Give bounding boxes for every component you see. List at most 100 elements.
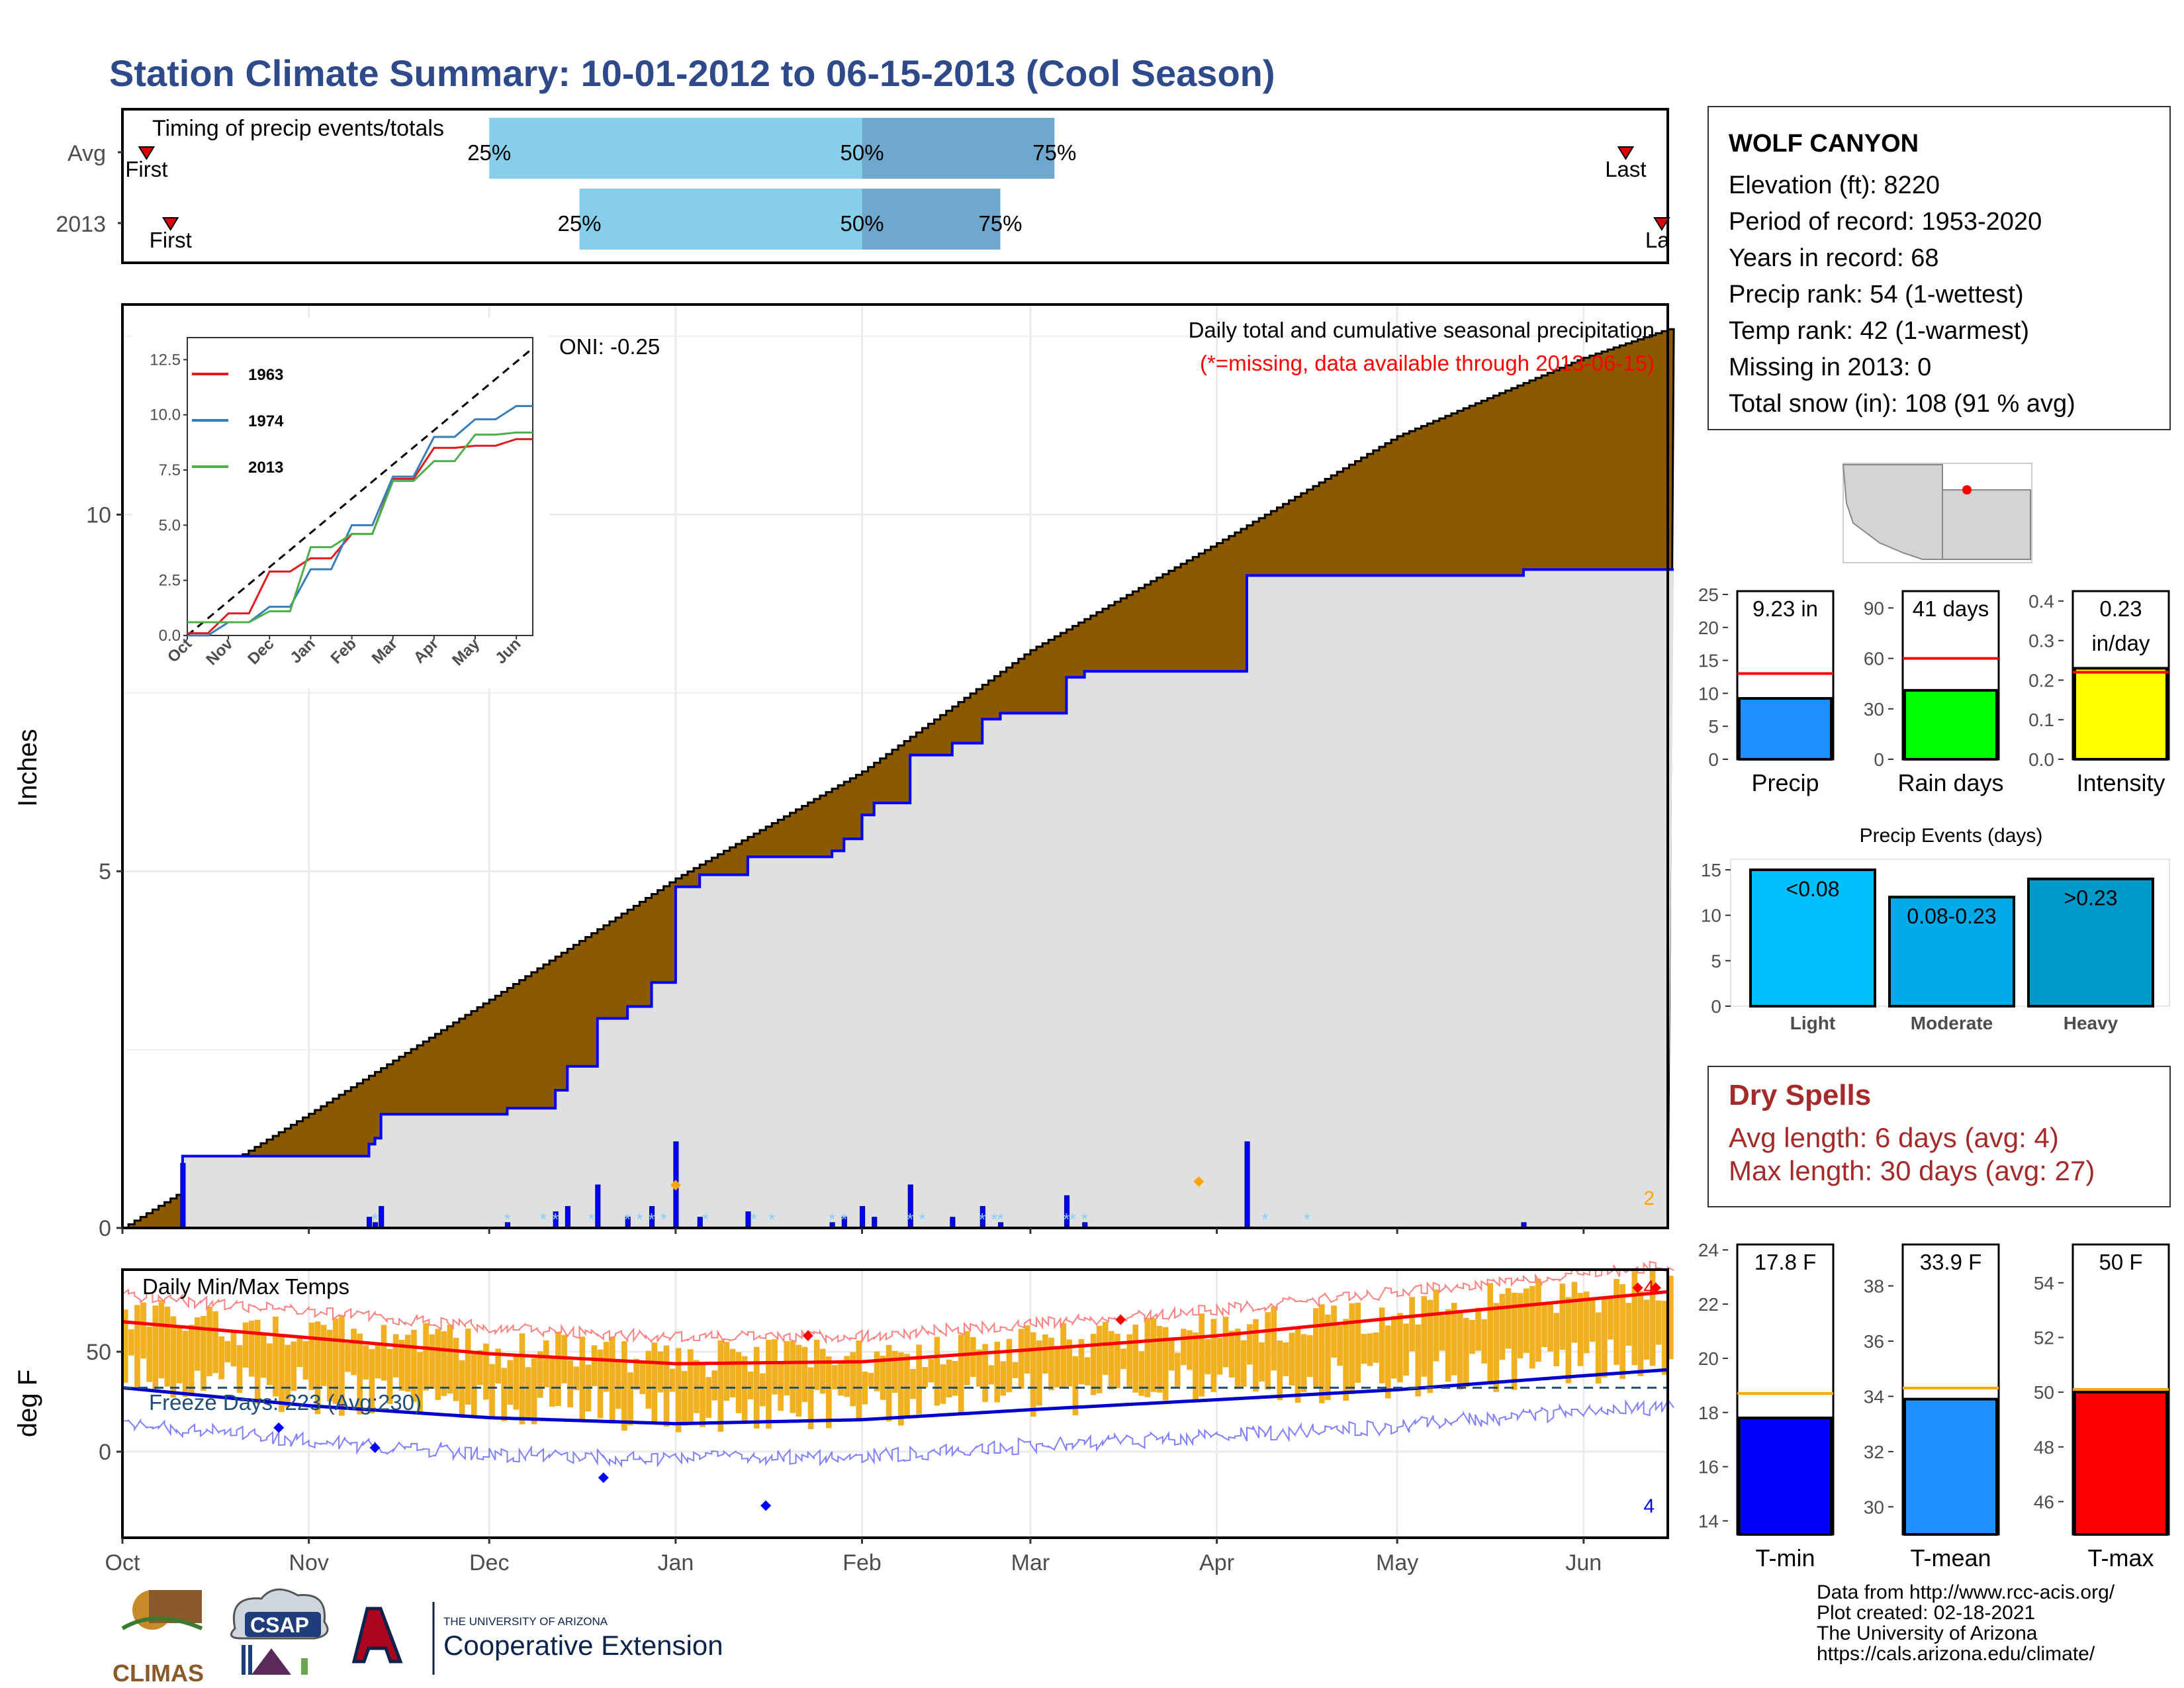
month-label: Dec xyxy=(469,1550,509,1575)
snow-marker: * xyxy=(907,1209,913,1229)
daily-temp-bar xyxy=(1614,1279,1619,1365)
month-label: Oct xyxy=(105,1550,140,1575)
daily-temp-bar xyxy=(717,1340,724,1432)
daily-temp-bar xyxy=(392,1334,399,1378)
first-event-marker xyxy=(138,146,156,160)
daily-temp-bar xyxy=(1373,1332,1379,1363)
daily-temp-bar xyxy=(1312,1308,1319,1389)
inset-ytick-label: 12.5 xyxy=(150,351,181,369)
temp-bar-value-label: 17.8 F xyxy=(1754,1250,1817,1274)
snow-marker: * xyxy=(1081,1209,1088,1229)
daily-temp-bar xyxy=(248,1321,255,1377)
temp-panel: 0 50 Daily Min/Max Temps Freeze Days: 223… xyxy=(13,1260,1674,1544)
daily-temp-bar xyxy=(1306,1335,1313,1378)
precip-corner-count: 2 xyxy=(1643,1188,1655,1209)
station-line-snow: Total snow (in): 108 (91 % avg) xyxy=(1729,390,2075,418)
csap-logo-text: CSAP xyxy=(250,1613,309,1637)
mini-bar-ytick-label: 0.1 xyxy=(2028,710,2054,730)
event-category-label: Heavy xyxy=(2064,1013,2118,1033)
record-low-marker xyxy=(598,1472,609,1483)
precip-ytick-label: 0 xyxy=(99,1216,111,1241)
timing-bar-25-50 xyxy=(579,189,862,250)
last-event-marker xyxy=(1617,146,1635,160)
daily-temp-bar xyxy=(1325,1314,1331,1401)
daily-temp-bar xyxy=(1625,1303,1632,1346)
timing-bar-25-50 xyxy=(489,118,862,179)
daily-temp-bar xyxy=(1337,1325,1343,1366)
daily-temp-bar xyxy=(1126,1334,1132,1387)
page-title: Station Climate Summary: 10-01-2012 to 0… xyxy=(109,52,1275,94)
daily-temp-bar xyxy=(1210,1319,1217,1392)
daily-temp-bar xyxy=(1547,1303,1553,1352)
daily-temp-bar xyxy=(1523,1288,1529,1353)
daily-temp-bar xyxy=(357,1333,363,1415)
snow-marker: * xyxy=(1304,1209,1310,1229)
mini-bar-value-label: 9.23 in xyxy=(1752,596,1818,621)
daily-temp-bar xyxy=(1174,1352,1181,1387)
daily-temp-bar xyxy=(1595,1312,1602,1384)
daily-precip-bar xyxy=(1244,1141,1250,1229)
daily-temp-bar xyxy=(1559,1284,1566,1350)
daily-precip-bar xyxy=(950,1217,956,1229)
temp-bar-ytick-label: 18 xyxy=(1698,1403,1719,1423)
credits: Data from http://www.rcc-acis.org/ Plot … xyxy=(1817,1582,2115,1664)
daily-temp-bar xyxy=(1505,1288,1512,1349)
daily-temp-bar xyxy=(844,1356,850,1397)
daily-temp-bar xyxy=(1553,1313,1560,1367)
snow-marker: * xyxy=(660,1209,667,1229)
events-title: Precip Events (days) xyxy=(1860,825,2043,847)
temp-bar-ytick-label: 38 xyxy=(1864,1276,1884,1297)
daily-temp-bar xyxy=(1649,1270,1656,1366)
daily-temp-bar xyxy=(964,1331,970,1385)
daily-temp-bar xyxy=(1619,1284,1625,1380)
daily-temp-bar xyxy=(206,1307,212,1376)
mini-bar-value-label: 41 days xyxy=(1913,596,1989,621)
daily-temp-bar xyxy=(332,1318,339,1404)
daily-temp-bar xyxy=(772,1339,778,1395)
daily-temp-bar xyxy=(856,1340,862,1422)
event-bar xyxy=(1749,868,1876,1008)
daily-temp-bar xyxy=(381,1325,387,1381)
precip-ytick-label: 5 xyxy=(99,859,111,884)
daily-temp-bar xyxy=(1150,1318,1157,1392)
daily-temp-bar xyxy=(1319,1304,1325,1403)
daily-temp-bar xyxy=(483,1343,489,1400)
daily-temp-bar xyxy=(1475,1307,1481,1351)
daily-temp-bar xyxy=(1259,1342,1265,1382)
daily-temp-bar xyxy=(363,1344,369,1380)
event-bar-label: >0.23 xyxy=(2064,886,2118,910)
daily-temp-bar xyxy=(1463,1317,1469,1387)
mini-bar-label: Intensity xyxy=(2076,769,2165,796)
temperature-bar-charts: 14 16 18 20 22 24 17.8 F T-min 30 32 34 36 38 33.9 F T… xyxy=(1698,1240,2170,1571)
daily-temp-bar xyxy=(1060,1323,1066,1388)
daily-temp-bar xyxy=(398,1339,405,1391)
daily-temp-bar xyxy=(1006,1338,1013,1393)
inset-ytick-label: 2.5 xyxy=(159,572,181,590)
daily-precip-bar xyxy=(367,1217,373,1229)
daily-temp-bar xyxy=(1277,1340,1283,1401)
daily-temp-bar xyxy=(1222,1317,1229,1368)
daily-temp-bar xyxy=(813,1339,820,1390)
inset-ytick-label: 5.0 xyxy=(159,516,181,534)
mini-bar-ytick-label: 90 xyxy=(1864,598,1884,618)
dry-spells-title: Dry Spells xyxy=(1729,1079,1872,1111)
daily-temp-bar xyxy=(807,1367,814,1430)
max-precip-marker xyxy=(670,1180,681,1191)
daily-temp-bar xyxy=(567,1360,573,1408)
daily-temp-bar xyxy=(543,1340,549,1387)
daily-temp-bar xyxy=(928,1359,934,1383)
daily-temp-bar xyxy=(591,1345,598,1386)
daily-temp-bar xyxy=(1138,1351,1145,1396)
inset-legend-label: 1963 xyxy=(248,366,283,384)
timing-label-25: 25% xyxy=(557,211,601,236)
snow-marker: * xyxy=(540,1209,547,1229)
daily-temp-bar xyxy=(988,1365,994,1385)
daily-temp-bar xyxy=(525,1367,531,1418)
event-bar xyxy=(1888,896,2015,1008)
daily-precip-bar xyxy=(860,1205,866,1229)
daily-temp-bar xyxy=(1631,1271,1638,1366)
station-info-box: WOLF CANYON Elevation (ft): 8220 Period … xyxy=(1707,106,2171,430)
daily-temp-bar xyxy=(1589,1298,1596,1342)
daily-temp-bar xyxy=(555,1333,561,1407)
